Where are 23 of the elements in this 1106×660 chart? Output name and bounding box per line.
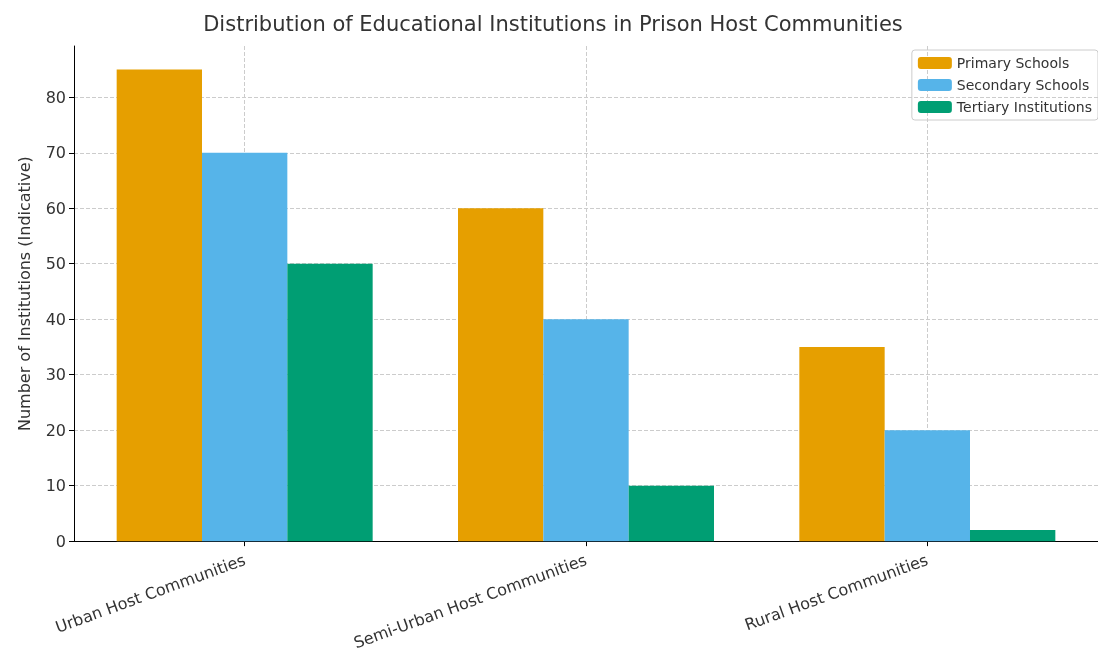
y-tick-label: 60 (45, 198, 66, 218)
bar (458, 208, 544, 542)
y-tick-label: 10 (45, 476, 66, 496)
bar (202, 152, 288, 542)
bar (884, 430, 970, 542)
legend-label: Secondary Schools (956, 77, 1090, 93)
y-axis-title: Number of Institutions (Indicative) (14, 156, 34, 431)
y-tick-label: 50 (45, 254, 66, 274)
bar (543, 319, 629, 542)
legend-label: Primary Schools (956, 55, 1070, 71)
bar (628, 485, 714, 542)
y-tick-label: 30 (45, 365, 66, 385)
y-tick-label: 40 (45, 309, 66, 329)
chart-title: Distribution of Educational Institutions in Prison Host Communities (203, 11, 903, 36)
bar (116, 69, 202, 542)
y-tick-label: 0 (55, 531, 66, 551)
y-tick-label: 20 (45, 420, 66, 440)
bar (287, 263, 373, 542)
bar (799, 346, 885, 542)
bar (970, 530, 1056, 542)
legend-label: Tertiary Institutions (955, 99, 1092, 115)
y-tick-label: 70 (45, 143, 66, 163)
y-tick-label: 80 (45, 87, 66, 107)
